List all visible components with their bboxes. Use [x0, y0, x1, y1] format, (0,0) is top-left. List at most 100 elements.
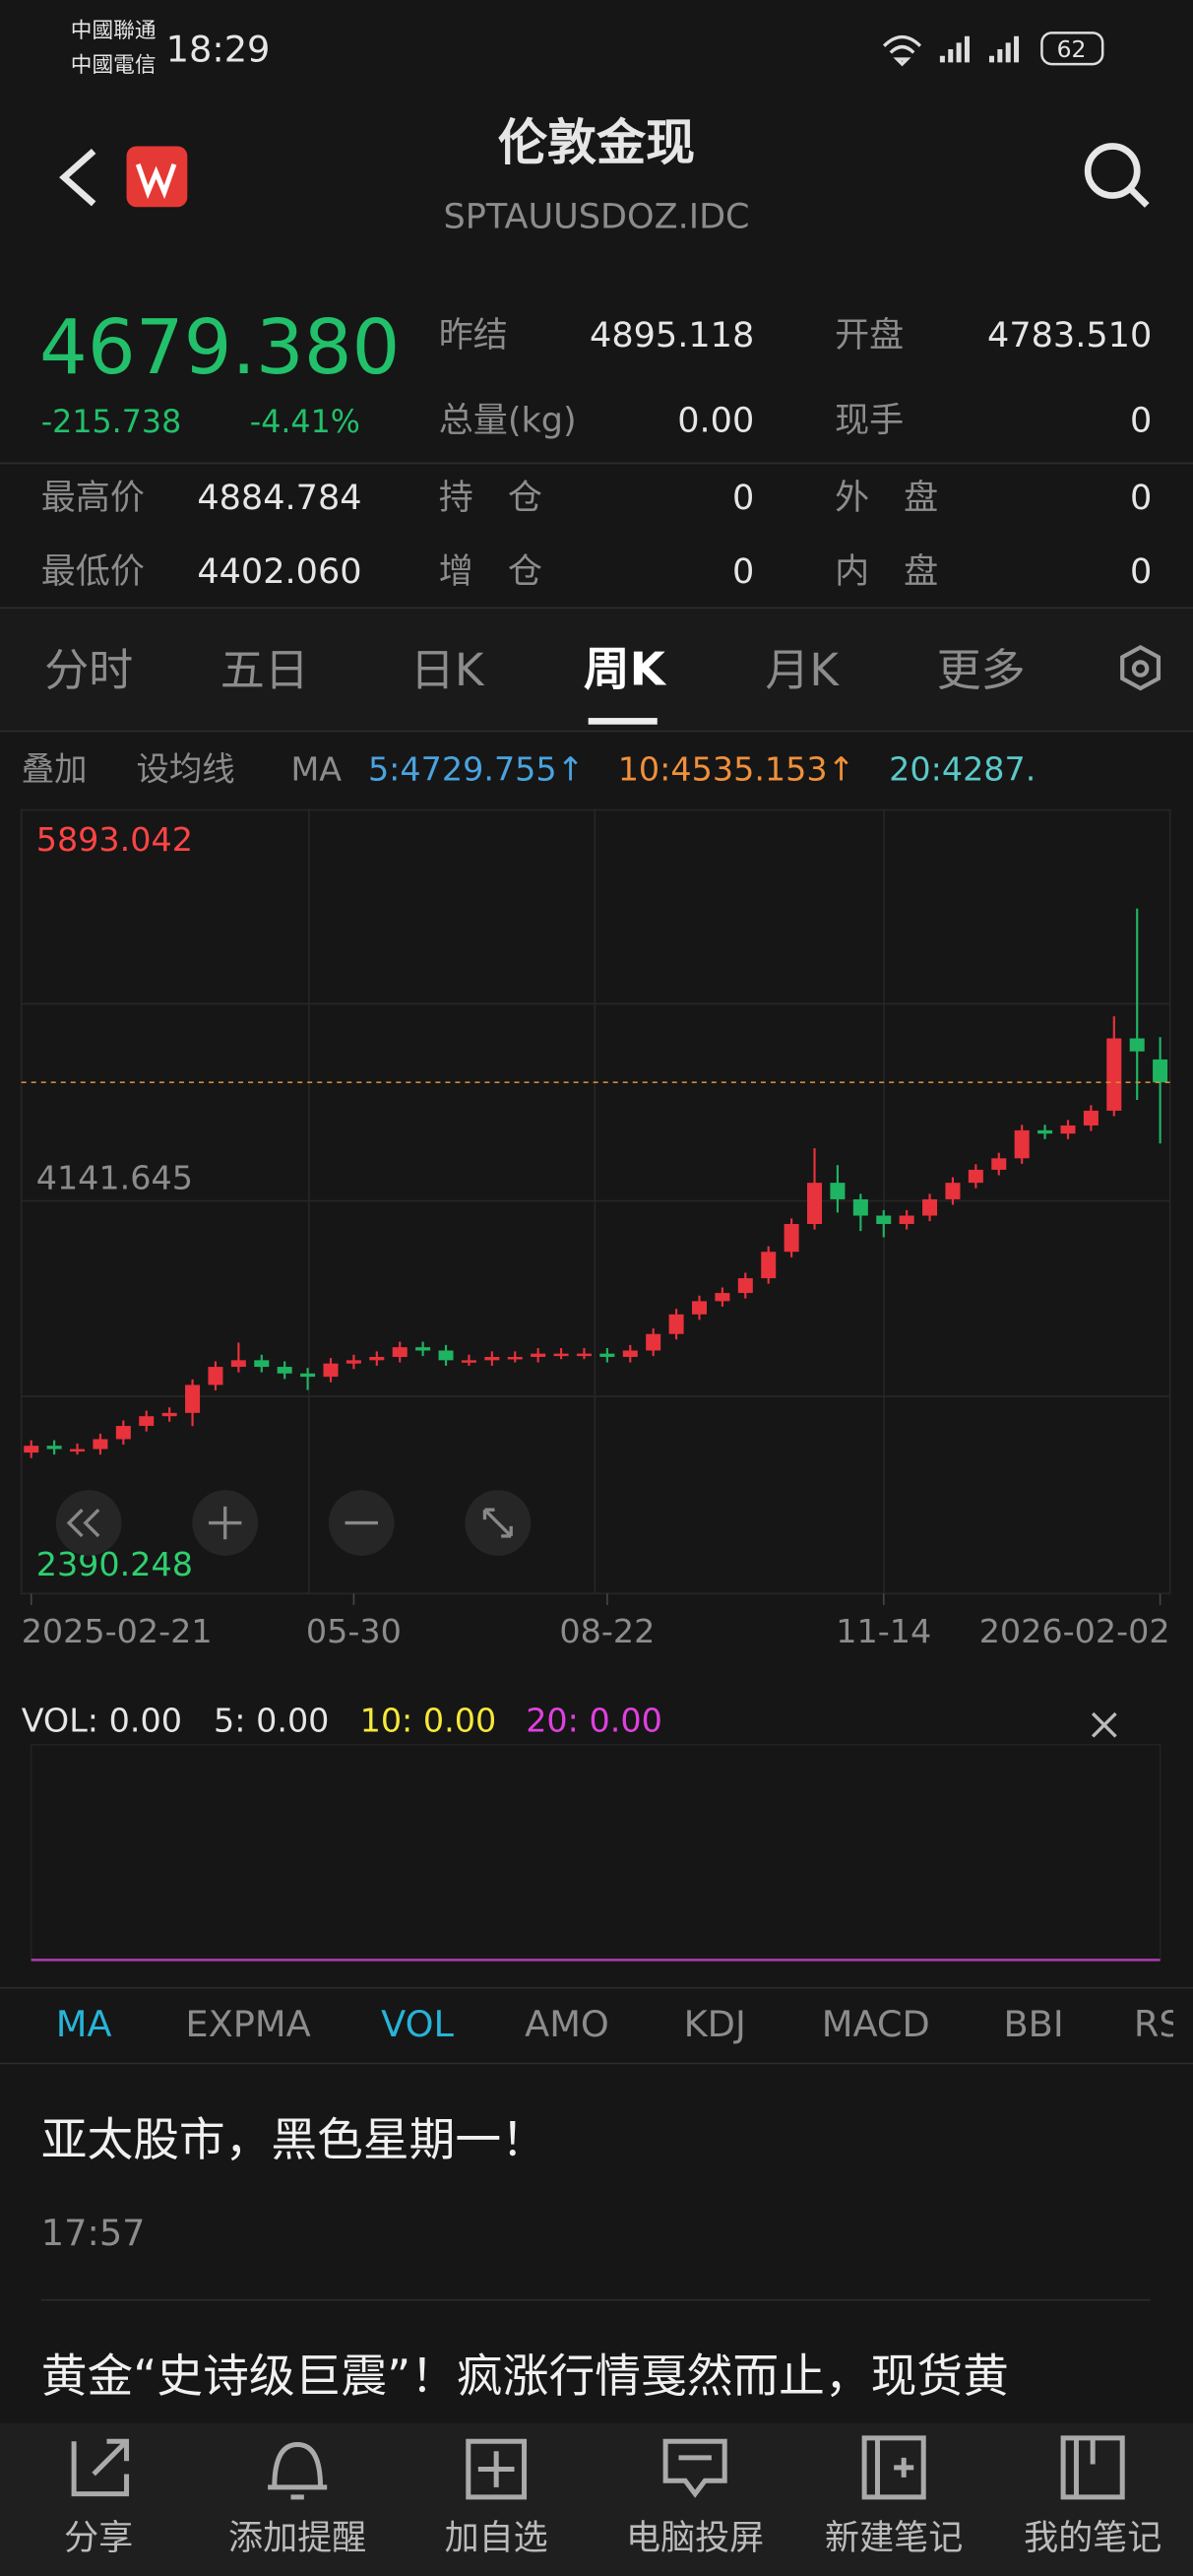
search-button[interactable] — [1084, 143, 1141, 199]
period-tab[interactable]: 五日 — [220, 644, 309, 696]
candle-body — [507, 1356, 523, 1360]
tab-bar — [0, 608, 1193, 732]
tab-indicator — [588, 718, 658, 725]
vol: VOL: 0.00 — [22, 1701, 182, 1739]
indicator-tab[interactable]: MACD — [822, 2003, 930, 2045]
period-tab-active[interactable]: 周K — [584, 644, 667, 697]
candle-body — [208, 1367, 223, 1385]
stat-value: 4783.510 — [987, 315, 1152, 355]
candle-body — [185, 1385, 201, 1413]
indicator-tab[interactable]: AMO — [525, 2003, 609, 2045]
notes-icon — [1060, 2435, 1125, 2500]
candle-body — [876, 1215, 892, 1225]
stat-label: 现手 — [835, 401, 904, 441]
period-tab[interactable]: 月K — [765, 644, 840, 696]
x-tick-label: 08-22 — [559, 1612, 655, 1650]
candle-body — [161, 1412, 177, 1417]
toolbar-button[interactable]: 新建笔记 — [825, 2518, 963, 2558]
scroll-left-button[interactable] — [55, 1490, 122, 1556]
vol20: 20: 0.00 — [526, 1701, 662, 1739]
watchlist-icon — [466, 2438, 528, 2500]
stat-value: 4402.060 — [197, 551, 361, 592]
news-time: 17:57 — [41, 2212, 146, 2254]
candle-body — [93, 1439, 108, 1449]
candle-body — [254, 1360, 270, 1368]
stat-value: 0 — [1130, 401, 1152, 441]
alert-icon — [268, 2442, 328, 2500]
icon — [209, 1506, 242, 1540]
kline-chart: 2390.248 4141.645 5893.042 2025-02-21 05-30 0… — [20, 808, 1171, 1650]
y-tick-label: 2390.248 — [36, 1545, 193, 1583]
candle-body — [392, 1347, 408, 1357]
stat-label: 增 仓 — [439, 551, 542, 592]
candle-body — [991, 1158, 1007, 1170]
stat-label: 内 盘 — [835, 551, 938, 592]
news-headline[interactable]: 黄金“史诗级巨震”！疯涨行情戛然而止，现货黄 — [41, 2351, 1009, 2404]
toolbar-button[interactable]: 电脑投屏 — [626, 2518, 764, 2558]
x-tick-label: 2025-02-21 — [22, 1612, 213, 1650]
stat-label: 持 仓 — [439, 478, 542, 518]
x-tick-label: 11-14 — [836, 1612, 931, 1650]
stat-label: 最低价 — [41, 551, 145, 592]
toolbar-icons — [71, 2435, 1125, 2500]
stat-value: 0 — [732, 551, 754, 592]
logo-mark — [135, 163, 177, 200]
period-tab[interactable]: 分时 — [44, 644, 133, 696]
price-change: -215.738 — [41, 405, 182, 440]
candle-body — [968, 1169, 983, 1184]
candle-body — [784, 1224, 799, 1253]
note-icon — [861, 2435, 926, 2500]
toolbar-button[interactable]: 添加提醒 — [228, 2518, 366, 2558]
ma10: 10:4535.153↑ — [618, 749, 855, 788]
candle-body — [300, 1373, 316, 1378]
candle-body — [737, 1278, 753, 1294]
candle-body — [1106, 1038, 1122, 1111]
indicator-tab[interactable]: VOL — [381, 2003, 454, 2045]
indicator-tab[interactable]: BBI — [1003, 2003, 1063, 2045]
candle-body — [323, 1363, 339, 1378]
candle-body — [646, 1333, 661, 1351]
toolbar-button[interactable]: 我的笔记 — [1024, 2518, 1162, 2558]
ma20: 20:4287. — [889, 749, 1036, 788]
settings-button[interactable] — [1120, 644, 1162, 691]
candle-body — [1037, 1129, 1053, 1134]
indicator-tab[interactable]: RSI — [1134, 2003, 1193, 2045]
candle-body — [230, 1360, 246, 1368]
candle-body — [1014, 1129, 1030, 1159]
indicator-tab[interactable]: MA — [56, 2003, 112, 2045]
overlay-button[interactable]: 叠加 — [22, 749, 88, 788]
clock: 18:29 — [166, 29, 271, 71]
candle-body — [24, 1446, 39, 1453]
candle-body — [484, 1356, 500, 1361]
toolbar-button[interactable]: 分享 — [64, 2518, 133, 2558]
candle-body — [922, 1198, 938, 1216]
stat-label: 开盘 — [835, 315, 904, 355]
candle-body — [1083, 1110, 1099, 1126]
period-tab[interactable]: 更多 — [937, 644, 1026, 696]
candle-body — [553, 1353, 569, 1357]
back-button[interactable] — [59, 148, 96, 207]
candle-body — [576, 1353, 592, 1357]
news-headline[interactable]: 亚太股市，黑色星期一！ — [41, 2114, 547, 2167]
candle-body — [622, 1350, 638, 1357]
period-tab[interactable]: 日K — [410, 644, 485, 696]
indicator-tab[interactable]: EXPMA — [185, 2003, 310, 2045]
candle-body — [945, 1183, 961, 1199]
candle-body — [807, 1183, 823, 1225]
symbol-code: SPTAUUSDOZ.IDC — [443, 197, 749, 237]
indicator-tab[interactable]: KDJ — [684, 2003, 746, 2045]
close-button[interactable] — [1091, 1711, 1117, 1738]
candle-body — [415, 1347, 431, 1351]
carrier: 中國電信 — [71, 53, 157, 78]
signal-icon — [939, 35, 1020, 63]
battery-icon — [1040, 32, 1104, 66]
candle-body — [345, 1360, 361, 1364]
search-handle — [1128, 186, 1150, 208]
candle-body — [599, 1353, 615, 1357]
set-ma-button[interactable]: 设均线 — [137, 749, 235, 788]
stat-value: 0.00 — [677, 401, 754, 441]
toolbar-button[interactable]: 加自选 — [445, 2518, 548, 2558]
candle-body — [761, 1252, 777, 1279]
